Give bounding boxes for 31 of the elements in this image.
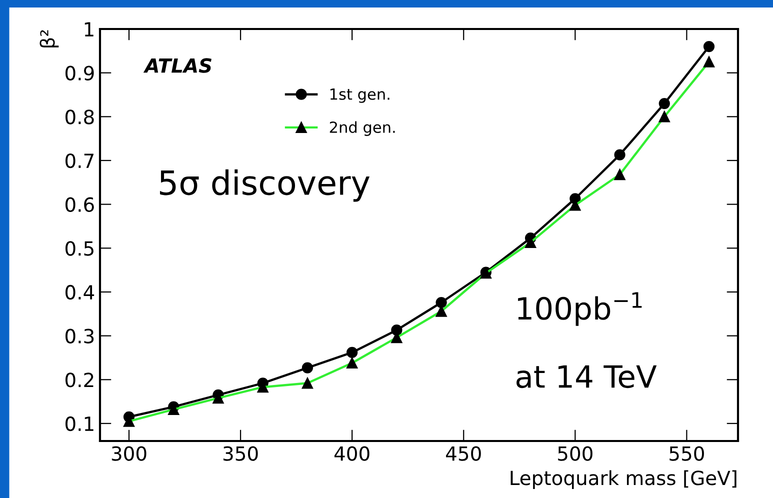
point	[614, 149, 626, 160]
x-axis-title: Leptoquark mass [GeV]	[510, 470, 736, 490]
y-tick-label: 0.6	[66, 197, 94, 212]
legend-label: 2nd gen.	[330, 121, 395, 136]
annotation: 100pb$^{−1}$	[518, 292, 642, 326]
y-tick-label: 0.3	[66, 328, 94, 344]
x-tick-label: 550	[670, 446, 704, 461]
y-axis-title: β²	[40, 30, 59, 48]
annotation: at 14 TeV	[516, 365, 657, 388]
point	[703, 40, 715, 52]
point	[658, 98, 670, 110]
point	[391, 324, 402, 336]
point	[346, 346, 358, 358]
x-tick-label: 400	[334, 446, 370, 461]
annotation: 5σ discovery	[160, 169, 370, 202]
x-tick-label: 450	[446, 446, 481, 461]
y-tick-label: 0.9	[66, 66, 94, 80]
point	[302, 362, 314, 374]
y-tick-label: 0.1	[66, 416, 94, 432]
y-tick-label: 0.5	[66, 241, 94, 256]
y-tick-label: 0.8	[66, 110, 94, 124]
point	[436, 296, 447, 308]
x-tick-label: 500	[558, 446, 592, 461]
y-tick-label: 0.4	[66, 284, 94, 300]
y-tick-label: 0.2	[66, 372, 94, 388]
y-tick-label: 1	[84, 22, 94, 36]
y-tick-label: 0.7	[66, 153, 94, 168]
legend-label: 1st gen.	[330, 88, 390, 103]
x-tick-label: 300	[112, 446, 146, 461]
x-tick-label: 350	[223, 446, 258, 461]
annotation: ATLAS	[143, 58, 212, 73]
